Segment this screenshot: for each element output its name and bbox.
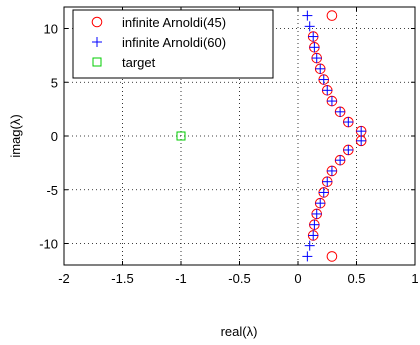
series-1-point: [318, 74, 329, 85]
series-0-point: [326, 251, 338, 262]
series-1-point: [315, 63, 326, 74]
series-1-point: [302, 251, 313, 262]
series-1-point: [318, 187, 329, 198]
legend-symbol-1: [92, 37, 102, 47]
series-1-point: [322, 176, 333, 187]
series-0-point: [326, 10, 338, 21]
x-tick-label: 0: [294, 271, 301, 286]
legend-box: [72, 9, 274, 79]
series-1-point: [335, 106, 346, 117]
series-1-point: [356, 126, 367, 137]
x-tick-label: -1: [175, 271, 187, 286]
legend-symbols: [91, 16, 103, 67]
legend: infinite Arnoldi(45) infinite Arnoldi(60…: [72, 9, 274, 79]
series-1-point: [315, 198, 326, 209]
x-tick-label: 1: [411, 271, 418, 286]
series-2-point: [176, 131, 186, 141]
data-points: [176, 10, 367, 262]
y-tick-label: 5: [51, 75, 58, 90]
series-1-point: [311, 53, 322, 64]
x-tick-label: -0.5: [228, 271, 250, 286]
series-1-point: [356, 135, 367, 146]
y-axis-label: imag(λ): [8, 114, 23, 157]
series-1-point: [343, 117, 354, 128]
legend-label-arnoldi-45: infinite Arnoldi(45): [122, 15, 226, 30]
series-1-point: [309, 219, 320, 230]
legend-label-arnoldi-60: infinite Arnoldi(60): [122, 35, 226, 50]
y-tick-label: -10: [39, 237, 58, 252]
legend-symbol-0: [91, 16, 103, 28]
series-1-point: [311, 208, 322, 219]
grid-lines: [64, 7, 415, 265]
series-1-point: [302, 10, 313, 21]
series-1-point: [304, 21, 315, 32]
series-1-point: [335, 155, 346, 166]
y-tick-label: 0: [51, 129, 58, 144]
series-1-point: [326, 165, 337, 176]
series-1-point: [326, 96, 337, 107]
legend-label-target: target: [122, 55, 156, 70]
x-tick-label: 0.5: [347, 271, 365, 286]
y-tick-label: -5: [46, 183, 58, 198]
x-tick-label: -1.5: [111, 271, 133, 286]
series-1-point: [308, 230, 319, 241]
x-tick-label: -2: [58, 271, 70, 286]
series-1-point: [304, 240, 315, 251]
legend-symbol-2: [92, 57, 102, 67]
y-tick-label: 10: [44, 22, 58, 37]
series-1-point: [322, 85, 333, 96]
series-1-point: [308, 31, 319, 42]
series-1-point: [343, 144, 354, 155]
series-1-point: [309, 42, 320, 53]
x-axis-label: real(λ): [221, 324, 258, 339]
